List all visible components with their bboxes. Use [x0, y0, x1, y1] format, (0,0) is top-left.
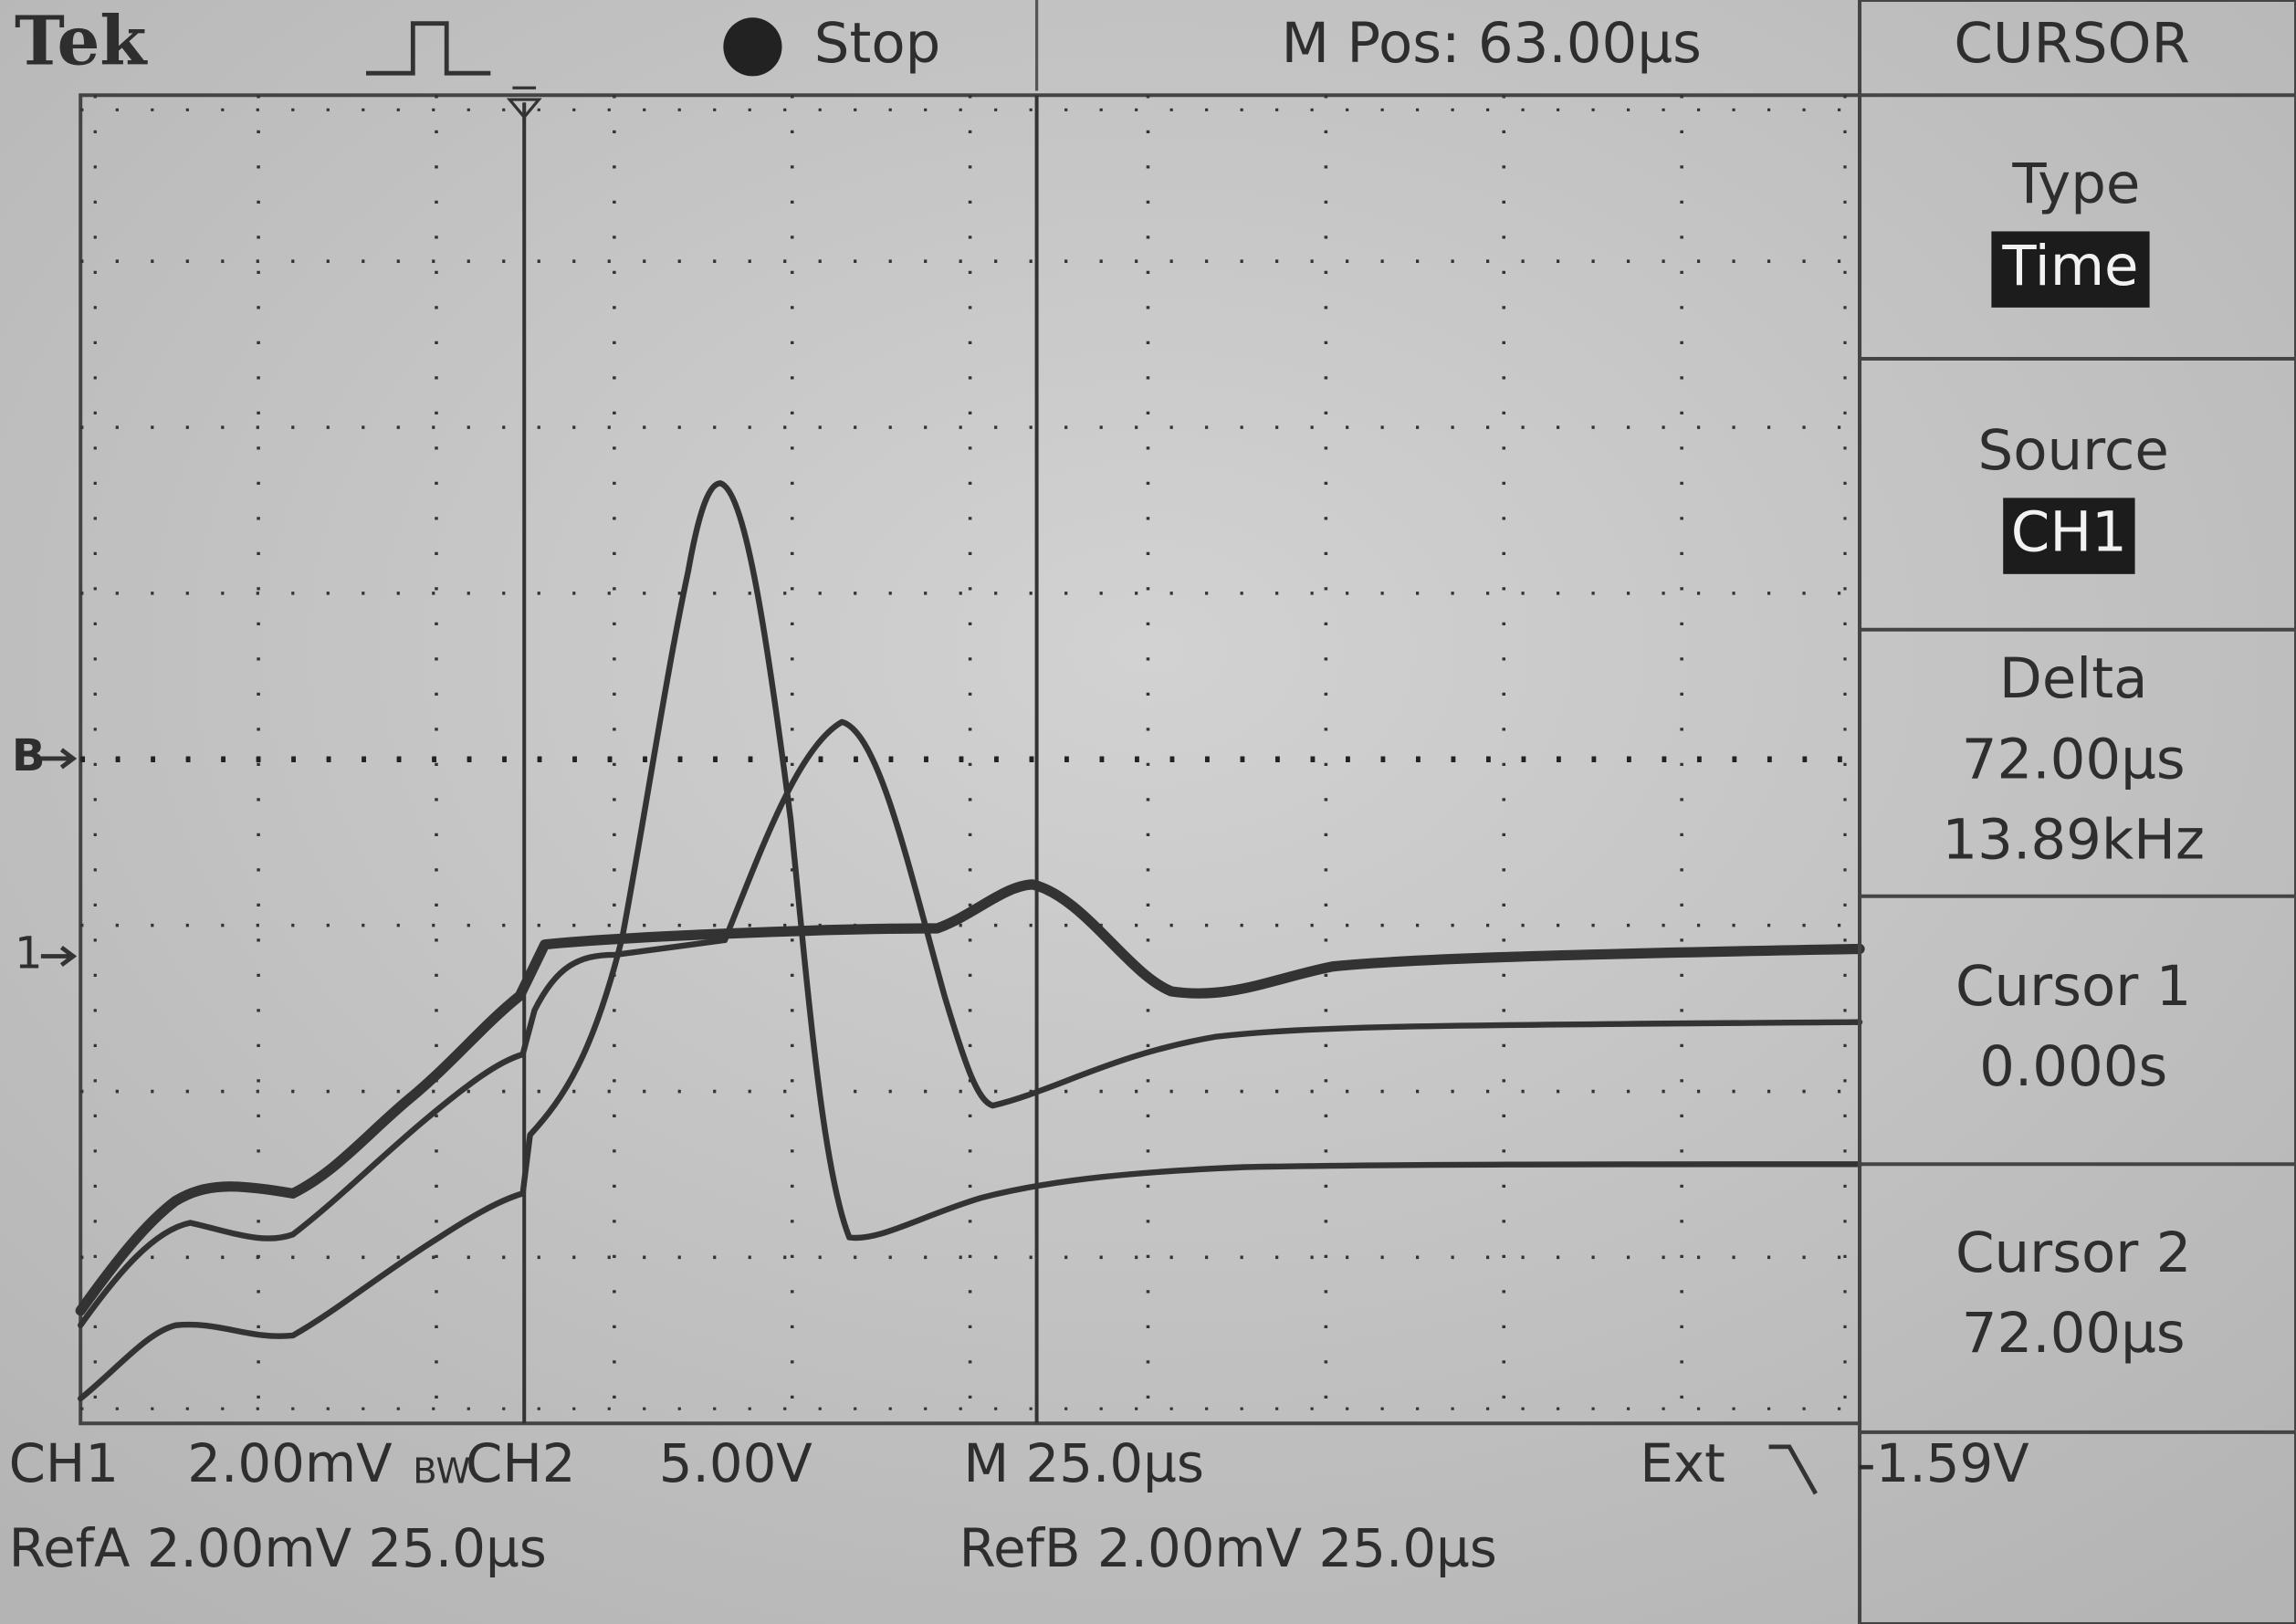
menu-label: Source: [1978, 418, 2169, 483]
menu-value: Time: [2001, 234, 2138, 299]
run-status: Stop: [814, 11, 941, 76]
status-dot: [723, 17, 782, 77]
brand: Tek: [15, 2, 148, 80]
ref-b-info: RefB 2.00mV 25.0µs: [959, 1517, 1497, 1579]
ch1-arrow: [40, 945, 78, 968]
ref-a-trace: [78, 718, 1863, 1328]
menu-value: 0.000s: [1979, 1034, 2167, 1099]
menu-frame: [1858, 0, 2296, 1624]
trigger-icon: [365, 21, 491, 76]
ch1-trace: [75, 879, 1865, 1316]
timebase: M 25.0µs: [963, 1432, 1204, 1494]
trigger-slope: [1768, 1444, 1819, 1495]
highlight: [2003, 498, 2135, 574]
position: M Pos: 63.00µs: [1281, 11, 1701, 76]
ch2-scale: 5.00V: [659, 1432, 813, 1494]
side-menu: Type Time Source CH1 Delta 72.00µs 13.89…: [1858, 0, 2296, 1624]
ref-b-arrow: [40, 748, 78, 770]
ch1-scale: 2.00mV: [187, 1432, 393, 1494]
menu-label: Cursor 1: [1955, 954, 2191, 1019]
ch2-label: CH2: [466, 1432, 575, 1494]
menu-value: 72.00µs: [1962, 727, 2186, 791]
menu-value: 13.89kHz: [1942, 808, 2205, 873]
ref-b-trace: [78, 480, 1863, 1402]
highlight: [1991, 231, 2150, 308]
menu-title: CURSOR: [1954, 11, 2189, 76]
ref-b-marker: B: [12, 730, 46, 781]
menu-dividers: [1860, 93, 2296, 1434]
menu-value: 72.00µs: [1962, 1301, 2186, 1366]
menu-label: Cursor 2: [1955, 1221, 2191, 1285]
menu-label: Type: [2011, 152, 2140, 216]
trigger-position-marker: [506, 86, 542, 120]
trigger-source: Ext: [1640, 1432, 1725, 1494]
menu-value: CH1: [2011, 500, 2127, 565]
menu-label: Delta: [1999, 646, 2148, 711]
bandwidth-limit: BW: [413, 1451, 470, 1492]
ref-a-info: RefA 2.00mV 25.0µs: [9, 1517, 547, 1579]
trigger-level: -1.59V: [1857, 1432, 2029, 1494]
ch1-label: CH1: [9, 1432, 119, 1494]
ch1-marker: 1: [15, 928, 43, 980]
